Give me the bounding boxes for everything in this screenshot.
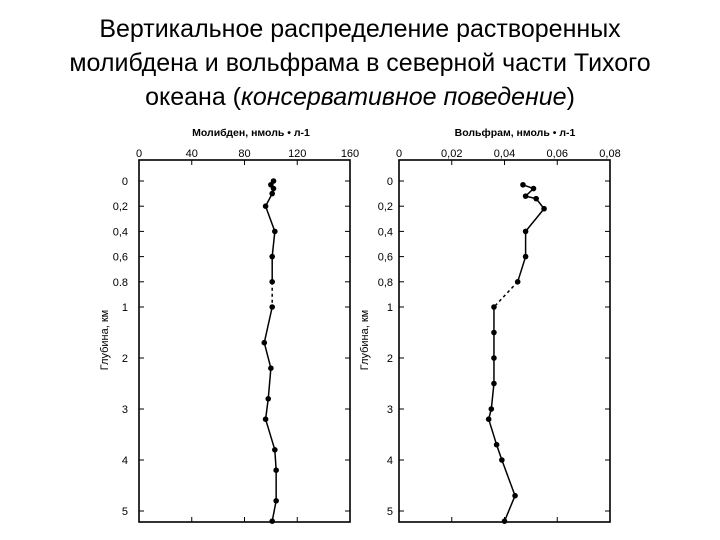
title-line-3-end: ): [566, 83, 575, 111]
title-line-3: океана (консервативное поведение): [0, 80, 720, 114]
series-segment: [271, 500, 277, 522]
plot-frame: [138, 159, 351, 523]
chart-molybdenum: Молибден, нмоль • л-1 0 40 80 120 160 0 0,2 0,4 0…: [99, 127, 359, 524]
data-point: [491, 304, 497, 310]
x-tick-label: 40: [186, 148, 198, 160]
data-point: [269, 279, 275, 285]
series-segment: [267, 368, 272, 399]
x-axis-title: Вольфрам, нмоль • л-1: [455, 127, 576, 139]
data-point: [268, 365, 274, 372]
y-axis-title: Глубина, км: [359, 310, 371, 371]
y-tick-label: 0,2: [113, 201, 128, 213]
data-point: [273, 498, 279, 504]
y-tick-label: 5: [122, 506, 128, 518]
data-point: [499, 457, 505, 463]
title-line-3-start: океана (: [145, 83, 242, 111]
data-point: [272, 447, 278, 453]
data-point: [520, 181, 526, 188]
title-line-3-italic: консервативное поведение: [241, 83, 567, 111]
y-tick-label: 2: [122, 353, 128, 365]
series-segment: [487, 418, 498, 445]
slide-title: Вертикальное распределение растворенных …: [0, 12, 720, 114]
series-segment-dashed: [493, 281, 519, 308]
data-point: [530, 185, 537, 192]
data-point: [514, 279, 521, 285]
series-segment: [503, 495, 516, 522]
y-tick-label: 0: [387, 176, 393, 188]
data-point: [273, 467, 279, 474]
y-tick-label: 4: [387, 455, 393, 467]
series-segment: [490, 383, 495, 410]
chart-tungsten: Вольфрам, нмоль • л-1 0 0,02 0,04 0,06 0,08 0 0…: [359, 127, 621, 524]
y-tick-label: 1: [122, 302, 128, 314]
y-tick-label: 3: [387, 404, 393, 416]
series-segment: [264, 398, 269, 420]
y-tick-label: 0,2: [378, 201, 393, 213]
data-point: [541, 205, 547, 212]
x-tick-label: 0: [136, 148, 142, 160]
series-segment: [264, 418, 276, 451]
series-segment: [274, 449, 277, 471]
y-tick-label: 5: [387, 506, 393, 518]
x-tick-label: 120: [288, 148, 306, 160]
data-point: [501, 518, 508, 524]
x-tick-label: 0,06: [547, 148, 568, 160]
data-point: [265, 396, 272, 402]
data-point: [269, 190, 275, 197]
data-point: [485, 416, 492, 423]
data-point: [491, 329, 497, 336]
y-tick-label: 0,4: [113, 226, 128, 238]
x-tick-label: 160: [341, 148, 359, 160]
series-segment: [271, 231, 276, 257]
y-tick-label: 0,6: [378, 252, 393, 264]
series-segment: [501, 459, 516, 496]
data-point: [269, 253, 275, 260]
data-point: [491, 380, 497, 387]
title-line-2: молибдена и вольфрама в северной части Т…: [69, 49, 651, 77]
data-point: [270, 185, 277, 192]
data-point: [522, 228, 529, 235]
y-axis-title: Глубина, км: [99, 310, 111, 371]
data-point: [493, 441, 500, 448]
data-point: [261, 339, 268, 346]
data-point: [262, 203, 269, 209]
data-point: [488, 406, 495, 412]
x-tick-label: 0,08: [599, 148, 620, 160]
x-tick-label: 80: [238, 148, 250, 160]
data-point: [272, 228, 278, 235]
y-tick-label: 4: [122, 455, 128, 467]
y-tick-label: 0: [122, 176, 128, 188]
y-tick-label: 0,6: [113, 252, 128, 264]
series-segment: [263, 342, 272, 369]
series-segment: [263, 306, 273, 343]
data-point: [533, 195, 539, 202]
y-tick-label: 0,8: [378, 277, 393, 289]
y-tick-label: 2: [387, 353, 393, 365]
y-tick-label: 1: [387, 302, 393, 314]
data-point: [269, 518, 275, 524]
x-tick-label: 0: [396, 148, 402, 160]
data-point: [491, 355, 497, 361]
title-line-1: Вертикальное распределение растворенных: [99, 15, 621, 43]
y-tick-label: 0,4: [378, 226, 393, 238]
series-segment: [525, 208, 545, 232]
data-point: [262, 416, 269, 423]
y-tick-label: 0.8: [113, 277, 128, 289]
series-segment: [264, 205, 276, 232]
data-point: [512, 492, 518, 499]
x-axis-title: Молибден, нмоль • л-1: [192, 127, 310, 139]
series-segment: [516, 256, 527, 283]
data-point: [522, 193, 529, 199]
x-tick-label: 0,04: [494, 148, 515, 160]
y-tick-label: 3: [122, 404, 128, 416]
x-tick-label: 0,02: [441, 148, 462, 160]
data-point: [522, 253, 529, 260]
data-point: [269, 304, 275, 310]
